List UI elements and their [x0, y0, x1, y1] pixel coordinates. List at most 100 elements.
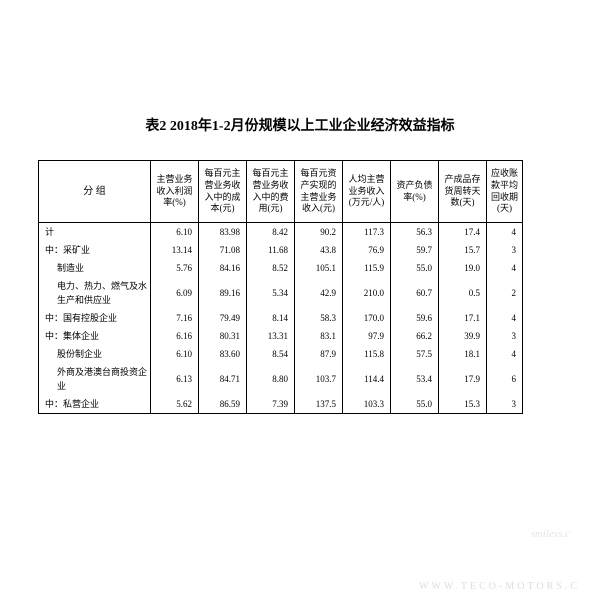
table-row: 中：国有控股企业7.1679.498.1458.3170.059.617.14	[39, 309, 523, 327]
data-cell: 6.10	[151, 223, 199, 242]
data-cell: 11.68	[247, 241, 295, 259]
column-header: 主营业务收入利润率(%)	[151, 161, 199, 223]
data-cell: 5.34	[247, 277, 295, 309]
data-cell: 115.8	[343, 345, 391, 363]
data-cell: 87.9	[295, 345, 343, 363]
header-row: 分 组主营业务收入利润率(%)每百元主营业务收入中的成本(元)每百元主营业务收入…	[39, 161, 523, 223]
row-label: 中：采矿业	[39, 241, 151, 259]
column-header: 每百元主营业务收入中的成本(元)	[199, 161, 247, 223]
data-cell: 83.60	[199, 345, 247, 363]
data-cell: 58.3	[295, 309, 343, 327]
data-table: 分 组主营业务收入利润率(%)每百元主营业务收入中的成本(元)每百元主营业务收入…	[38, 160, 523, 414]
table-row: 中：集体企业6.1680.3113.3183.197.966.239.93	[39, 327, 523, 345]
table-row: 电力、热力、燃气及水生产和供应业6.0989.165.3442.9210.060…	[39, 277, 523, 309]
table-row: 制造业5.7684.168.52105.1115.955.019.04	[39, 259, 523, 277]
data-cell: 4	[487, 259, 523, 277]
data-cell: 4	[487, 345, 523, 363]
data-cell: 55.0	[391, 395, 439, 414]
row-label: 中：国有控股企业	[39, 309, 151, 327]
column-header: 分 组	[39, 161, 151, 223]
data-cell: 8.80	[247, 363, 295, 395]
data-cell: 137.5	[295, 395, 343, 414]
data-cell: 3	[487, 395, 523, 414]
data-cell: 89.16	[199, 277, 247, 309]
data-cell: 103.3	[343, 395, 391, 414]
data-cell: 17.1	[439, 309, 487, 327]
data-cell: 84.16	[199, 259, 247, 277]
data-cell: 6.16	[151, 327, 199, 345]
data-cell: 105.1	[295, 259, 343, 277]
table-wrapper: 分 组主营业务收入利润率(%)每百元主营业务收入中的成本(元)每百元主营业务收入…	[38, 160, 590, 414]
data-cell: 4	[487, 223, 523, 242]
data-cell: 86.59	[199, 395, 247, 414]
data-cell: 3	[487, 327, 523, 345]
table-row: 中：采矿业13.1471.0811.6843.876.959.715.73	[39, 241, 523, 259]
data-cell: 60.7	[391, 277, 439, 309]
data-cell: 0.5	[439, 277, 487, 309]
column-header: 产成品存货周转天数(天)	[439, 161, 487, 223]
data-cell: 4	[487, 309, 523, 327]
data-cell: 71.08	[199, 241, 247, 259]
column-header: 资产负债率(%)	[391, 161, 439, 223]
data-cell: 79.49	[199, 309, 247, 327]
data-cell: 59.7	[391, 241, 439, 259]
data-cell: 97.9	[343, 327, 391, 345]
footer-text: WWW.TECO-MOTORS.C	[419, 581, 580, 592]
data-cell: 8.52	[247, 259, 295, 277]
data-cell: 13.31	[247, 327, 295, 345]
data-cell: 6	[487, 363, 523, 395]
watermark: smiless.c	[531, 528, 570, 540]
data-cell: 15.7	[439, 241, 487, 259]
row-label: 制造业	[39, 259, 151, 277]
row-label: 计	[39, 223, 151, 242]
data-cell: 17.9	[439, 363, 487, 395]
data-cell: 90.2	[295, 223, 343, 242]
data-cell: 170.0	[343, 309, 391, 327]
column-header: 每百元主营业务收入中的费用(元)	[247, 161, 295, 223]
data-cell: 56.3	[391, 223, 439, 242]
data-cell: 42.9	[295, 277, 343, 309]
data-cell: 7.16	[151, 309, 199, 327]
data-cell: 8.14	[247, 309, 295, 327]
data-cell: 80.31	[199, 327, 247, 345]
data-cell: 83.98	[199, 223, 247, 242]
data-cell: 59.6	[391, 309, 439, 327]
row-label: 中：集体企业	[39, 327, 151, 345]
data-cell: 5.76	[151, 259, 199, 277]
data-cell: 66.2	[391, 327, 439, 345]
data-cell: 43.8	[295, 241, 343, 259]
data-cell: 210.0	[343, 277, 391, 309]
data-cell: 103.7	[295, 363, 343, 395]
table-row: 股份制企业6.1083.608.5487.9115.857.518.14	[39, 345, 523, 363]
data-cell: 19.0	[439, 259, 487, 277]
table-title: 表2 2018年1-2月份规模以上工业企业经济效益指标	[10, 115, 590, 135]
table-row: 中：私营企业5.6286.597.39137.5103.355.015.33	[39, 395, 523, 414]
data-cell: 39.9	[439, 327, 487, 345]
data-cell: 115.9	[343, 259, 391, 277]
column-header: 应收账款平均回收期(天)	[487, 161, 523, 223]
data-cell: 13.14	[151, 241, 199, 259]
table-row: 计6.1083.988.4290.2117.356.317.44	[39, 223, 523, 242]
row-label: 中：私营企业	[39, 395, 151, 414]
data-cell: 55.0	[391, 259, 439, 277]
data-cell: 6.10	[151, 345, 199, 363]
data-cell: 57.5	[391, 345, 439, 363]
column-header: 每百元资产实现的主营业务收入(元)	[295, 161, 343, 223]
data-cell: 6.13	[151, 363, 199, 395]
data-cell: 117.3	[343, 223, 391, 242]
data-cell: 5.62	[151, 395, 199, 414]
data-cell: 18.1	[439, 345, 487, 363]
data-cell: 6.09	[151, 277, 199, 309]
column-header: 人均主营业务收入(万元/人)	[343, 161, 391, 223]
table-row: 外商及港澳台商投资企业6.1384.718.80103.7114.453.417…	[39, 363, 523, 395]
data-cell: 8.54	[247, 345, 295, 363]
data-cell: 76.9	[343, 241, 391, 259]
data-cell: 84.71	[199, 363, 247, 395]
data-cell: 8.42	[247, 223, 295, 242]
row-label: 外商及港澳台商投资企业	[39, 363, 151, 395]
data-cell: 17.4	[439, 223, 487, 242]
data-cell: 2	[487, 277, 523, 309]
data-cell: 15.3	[439, 395, 487, 414]
data-cell: 83.1	[295, 327, 343, 345]
row-label: 股份制企业	[39, 345, 151, 363]
